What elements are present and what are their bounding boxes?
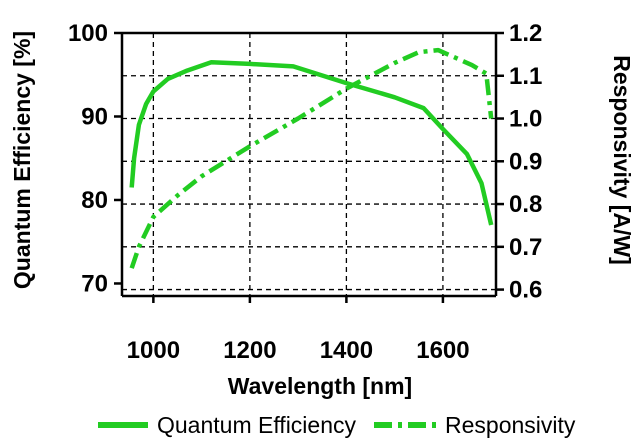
right-tick-label: 0.9 (509, 148, 542, 175)
grid (122, 33, 496, 296)
right-tick-label: 1.0 (509, 106, 542, 133)
left-tick-label: 80 (81, 187, 108, 214)
left-tick-label: 70 (81, 270, 108, 297)
x-tick-label: 1600 (416, 337, 469, 364)
x-tick-label: 1000 (127, 337, 180, 364)
right-tick-label: 1.1 (509, 63, 542, 90)
right-tick-label: 0.8 (509, 191, 542, 218)
legend-label-quantum-efficiency: Quantum Efficiency (157, 412, 357, 438)
legend: Quantum Efficiency Responsivity (98, 412, 576, 438)
axes (114, 31, 504, 303)
right-tick-label: 0.6 (509, 277, 542, 304)
left-tick-label: 90 (81, 103, 108, 130)
x-tick-label: 1200 (223, 337, 276, 364)
tick-labels: 1000 1200 1400 1600 70 80 90 100 0.6 0.7 0.8 0.9 1.0… (68, 20, 542, 364)
legend-label-responsivity: Responsivity (445, 412, 576, 438)
x-axis-title: Wavelength [nm] (228, 373, 412, 399)
left-tick-label: 100 (68, 20, 108, 47)
series-line-quantum-efficiency (129, 59, 494, 226)
left-axis-title: Quantum Efficiency [%] (9, 31, 35, 289)
right-tick-label: 1.2 (509, 20, 542, 47)
series-layer (129, 47, 494, 269)
right-tick-label: 0.7 (509, 234, 542, 261)
series-line-responsivity (129, 47, 494, 269)
right-axis-title: Responsivity [A/W] (609, 55, 635, 265)
x-tick-label: 1400 (320, 337, 373, 364)
